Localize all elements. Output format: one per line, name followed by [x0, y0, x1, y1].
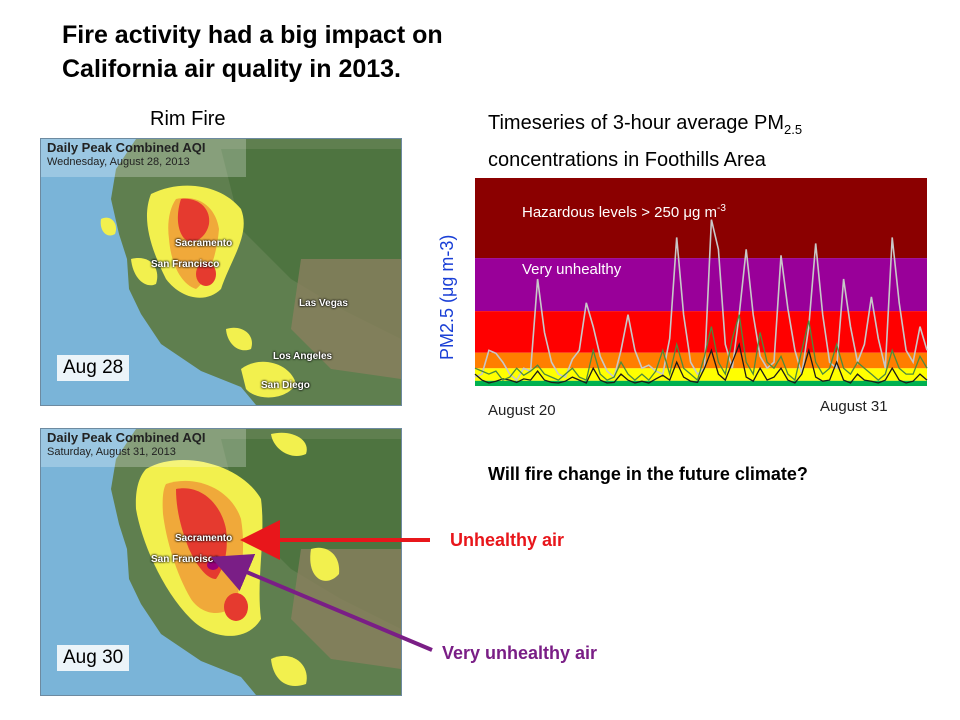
city-sacramento: Sacramento — [175, 533, 233, 544]
map1-subheader: Wednesday, August 28, 2013 — [47, 156, 190, 168]
series-line-0 — [474, 219, 928, 382]
hazardous-band-exponent: -3 — [717, 203, 726, 214]
slide-title-line2: California air quality in 2013. — [62, 55, 402, 83]
very-unhealthy-air-label: Very unhealthy air — [442, 643, 598, 663]
map2-date-label: Aug 30 — [57, 645, 130, 671]
timeseries-title-subscript: 2.5 — [784, 122, 803, 137]
pm25-chart — [430, 176, 930, 396]
aqi-band-0 — [475, 178, 927, 259]
very-unhealthy-band-label: Very unhealthy — [522, 261, 622, 278]
pm25-chart-svg — [474, 178, 928, 386]
map2-header: Daily Peak Combined AQI — [47, 430, 206, 445]
aqi-band-1 — [475, 258, 927, 312]
rim-fire-label: Rim Fire — [150, 108, 226, 130]
series-line-2 — [474, 314, 928, 382]
city-sacramento: Sacramento — [175, 238, 233, 249]
map2-subheader: Saturday, August 31, 2013 — [47, 446, 176, 458]
timeseries-title-line2: concentrations in Foothills Area — [488, 149, 766, 171]
series-line-1 — [474, 342, 928, 384]
slide-title: Fire activity had a big impact on Califo… — [62, 18, 542, 86]
very-unhealthy-arrow — [210, 553, 433, 652]
future-climate-question: Will fire change in the future climate? — [488, 464, 808, 484]
timeseries-title: Timeseries of 3-hour average PM2.5 conce… — [488, 108, 908, 175]
aqi-map-aug28: Daily Peak Combined AQI Wednesday, Augus… — [40, 138, 402, 406]
slide-title-line1: Fire activity had a big impact on — [62, 21, 443, 49]
map1-header: Daily Peak Combined AQI — [47, 140, 206, 155]
unhealthy-air-label: Unhealthy air — [450, 530, 565, 550]
city-las-vegas: Las Vegas — [299, 298, 348, 309]
x-tick-august-20: August 20 — [488, 402, 556, 419]
city-san-diego: San Diego — [261, 380, 310, 391]
x-tick-august-31: August 31 — [820, 398, 888, 415]
aqi-band-5 — [475, 380, 927, 386]
city-san-francisco: San Francisco — [151, 554, 220, 565]
map1-date-label: Aug 28 — [57, 355, 130, 381]
aqi-band-3 — [475, 352, 927, 369]
city-los-angeles: Los Angeles — [273, 351, 333, 362]
city-san-francisco: San Francisco — [151, 259, 220, 270]
hazardous-band-unit: μg m — [683, 204, 718, 221]
hazardous-band-text: Hazardous levels > 250 — [522, 204, 684, 221]
hazardous-band-label: Hazardous levels > 250 μg m-3 — [522, 203, 726, 221]
aqi-map-graphic — [41, 139, 401, 405]
timeseries-title-line1: Timeseries of 3-hour average PM — [488, 112, 785, 134]
